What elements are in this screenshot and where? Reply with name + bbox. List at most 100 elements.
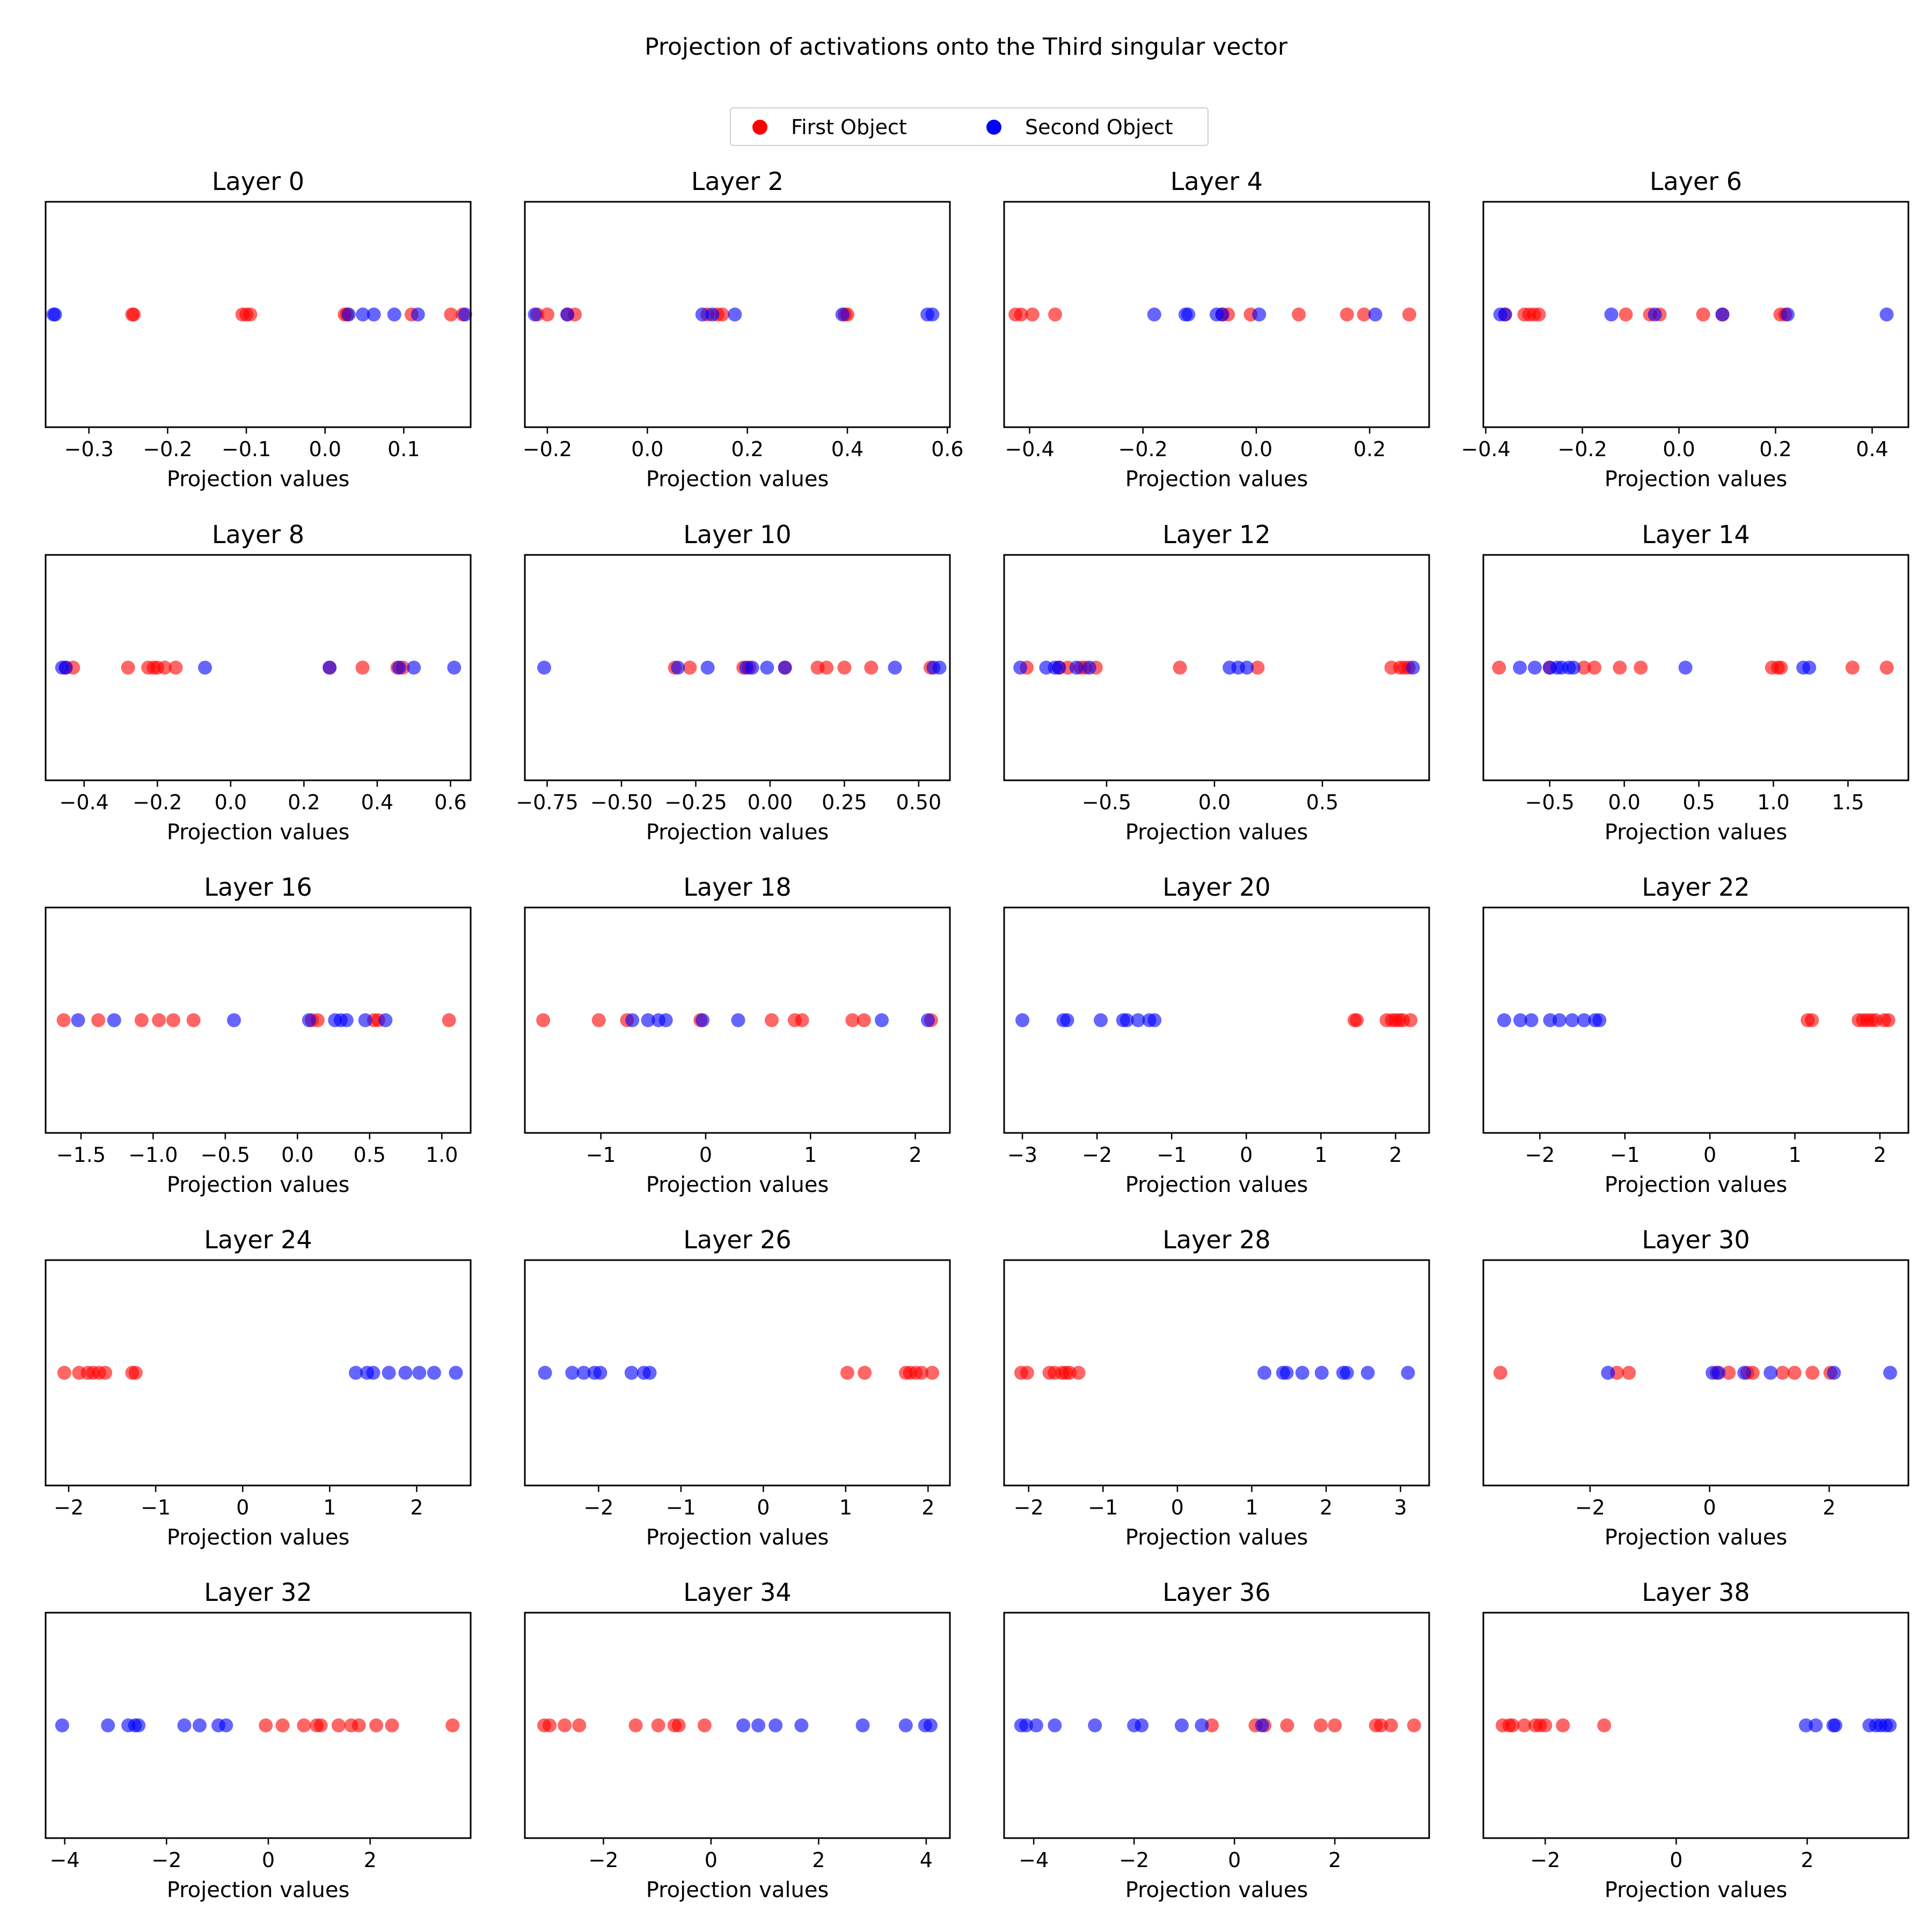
subplot-title: Layer 26 xyxy=(683,1225,791,1254)
data-point xyxy=(1805,1366,1820,1380)
x-tick-label: −2 xyxy=(1014,1496,1044,1519)
data-point xyxy=(898,1718,913,1732)
data-point xyxy=(641,1013,655,1027)
data-point xyxy=(1587,661,1602,675)
data-point xyxy=(1147,308,1161,321)
data-point xyxy=(1648,308,1662,321)
subplot-panel: Layer 24 −2 −1 0 1 2 Projection values xyxy=(45,1225,472,1550)
data-point xyxy=(1215,308,1230,321)
data-point xyxy=(1802,661,1817,675)
data-point xyxy=(731,1013,745,1027)
plot-frame xyxy=(1003,1612,1430,1839)
data-point xyxy=(1401,1366,1415,1380)
data-point xyxy=(1014,308,1028,321)
series-second-object xyxy=(625,1013,935,1027)
subplot-panel: Layer 20 −3 −2 −1 0 1 2 Projection values xyxy=(1003,873,1430,1197)
x-axis-label: Projection values xyxy=(646,1525,829,1550)
data-point xyxy=(705,308,720,321)
data-point xyxy=(1604,308,1619,321)
data-point xyxy=(1292,308,1306,321)
x-tick-label: 2 xyxy=(1320,1496,1333,1519)
x-tick-label: −0.50 xyxy=(590,791,653,814)
x-tick-label: −0.2 xyxy=(1118,437,1168,461)
x-tick-label: −1 xyxy=(666,1496,696,1519)
data-point xyxy=(1601,1366,1615,1380)
x-tick-label: 0 xyxy=(699,1143,712,1167)
data-point xyxy=(1592,1013,1607,1027)
x-tick-label: 1.0 xyxy=(1757,791,1789,814)
data-point xyxy=(1737,1366,1752,1380)
data-point xyxy=(91,1013,106,1027)
subplot-title: Layer 34 xyxy=(683,1578,791,1607)
data-point xyxy=(169,661,183,675)
series-second-object xyxy=(1257,1366,1415,1380)
data-point xyxy=(101,1718,115,1732)
data-point xyxy=(313,1718,328,1732)
data-point xyxy=(1384,1718,1398,1732)
subplot-panel: Layer 34 −2 0 2 4 Projection values xyxy=(524,1578,951,1902)
data-point xyxy=(1280,1718,1294,1732)
data-point xyxy=(358,1013,372,1027)
data-point xyxy=(1513,661,1527,675)
data-point xyxy=(1722,1366,1736,1380)
data-point xyxy=(1175,1718,1189,1732)
x-tick-label: 0.25 xyxy=(822,791,867,814)
data-point xyxy=(1407,1718,1421,1732)
data-point xyxy=(537,661,551,675)
data-point xyxy=(625,1013,640,1027)
data-point xyxy=(58,661,73,675)
x-tick-label: 4 xyxy=(920,1848,933,1872)
plot-frame xyxy=(1003,1259,1430,1487)
data-point xyxy=(166,1013,181,1027)
data-point xyxy=(449,1366,463,1380)
x-tick-label: 2 xyxy=(1801,1848,1813,1872)
data-point xyxy=(275,1718,290,1732)
x-axis-label: Projection values xyxy=(646,1878,829,1902)
data-point xyxy=(624,1366,639,1380)
data-point xyxy=(835,308,850,321)
data-point xyxy=(226,1013,241,1027)
series-first-object xyxy=(1347,1013,1418,1027)
subplot-title: Layer 36 xyxy=(1162,1578,1270,1607)
x-tick-label: 0 xyxy=(757,1496,770,1519)
data-point xyxy=(128,1366,143,1380)
data-point xyxy=(367,308,381,321)
data-point xyxy=(769,1718,783,1732)
x-tick-label: 1.5 xyxy=(1832,791,1864,814)
data-point xyxy=(1527,661,1542,675)
data-point xyxy=(1613,661,1627,675)
x-tick-label: −0.75 xyxy=(516,791,578,814)
series-second-object xyxy=(1147,308,1382,321)
x-tick-label: 0.00 xyxy=(748,791,793,814)
data-point xyxy=(683,661,697,675)
series-first-object xyxy=(1205,1718,1421,1732)
data-point xyxy=(932,661,947,675)
data-point xyxy=(1314,1366,1329,1380)
data-point xyxy=(671,1718,686,1732)
data-point xyxy=(385,1718,399,1732)
data-point xyxy=(356,308,370,321)
data-point xyxy=(55,1718,69,1732)
plot-frame xyxy=(45,1259,472,1487)
data-point xyxy=(177,1718,192,1732)
data-point xyxy=(1809,1718,1823,1732)
x-tick-label: 3 xyxy=(1394,1496,1407,1519)
data-point xyxy=(1048,308,1063,321)
x-tick-label: 0 xyxy=(1703,1143,1716,1167)
series-second-object xyxy=(1015,1013,1162,1027)
data-point xyxy=(1147,1013,1162,1027)
x-tick-label: 1 xyxy=(1245,1496,1258,1519)
data-point xyxy=(1029,1718,1043,1732)
series-first-object xyxy=(1801,1013,1896,1027)
data-point xyxy=(1845,661,1860,675)
data-point xyxy=(1071,1366,1086,1380)
x-axis-label: Projection values xyxy=(1125,820,1308,845)
data-point xyxy=(348,1366,363,1380)
data-point xyxy=(920,1013,935,1027)
plot-frame xyxy=(524,554,951,781)
x-tick-label: 1 xyxy=(323,1496,336,1519)
data-point xyxy=(671,661,685,675)
series-first-object xyxy=(259,1718,460,1732)
data-point xyxy=(1881,1013,1896,1027)
data-point xyxy=(1799,1718,1813,1732)
